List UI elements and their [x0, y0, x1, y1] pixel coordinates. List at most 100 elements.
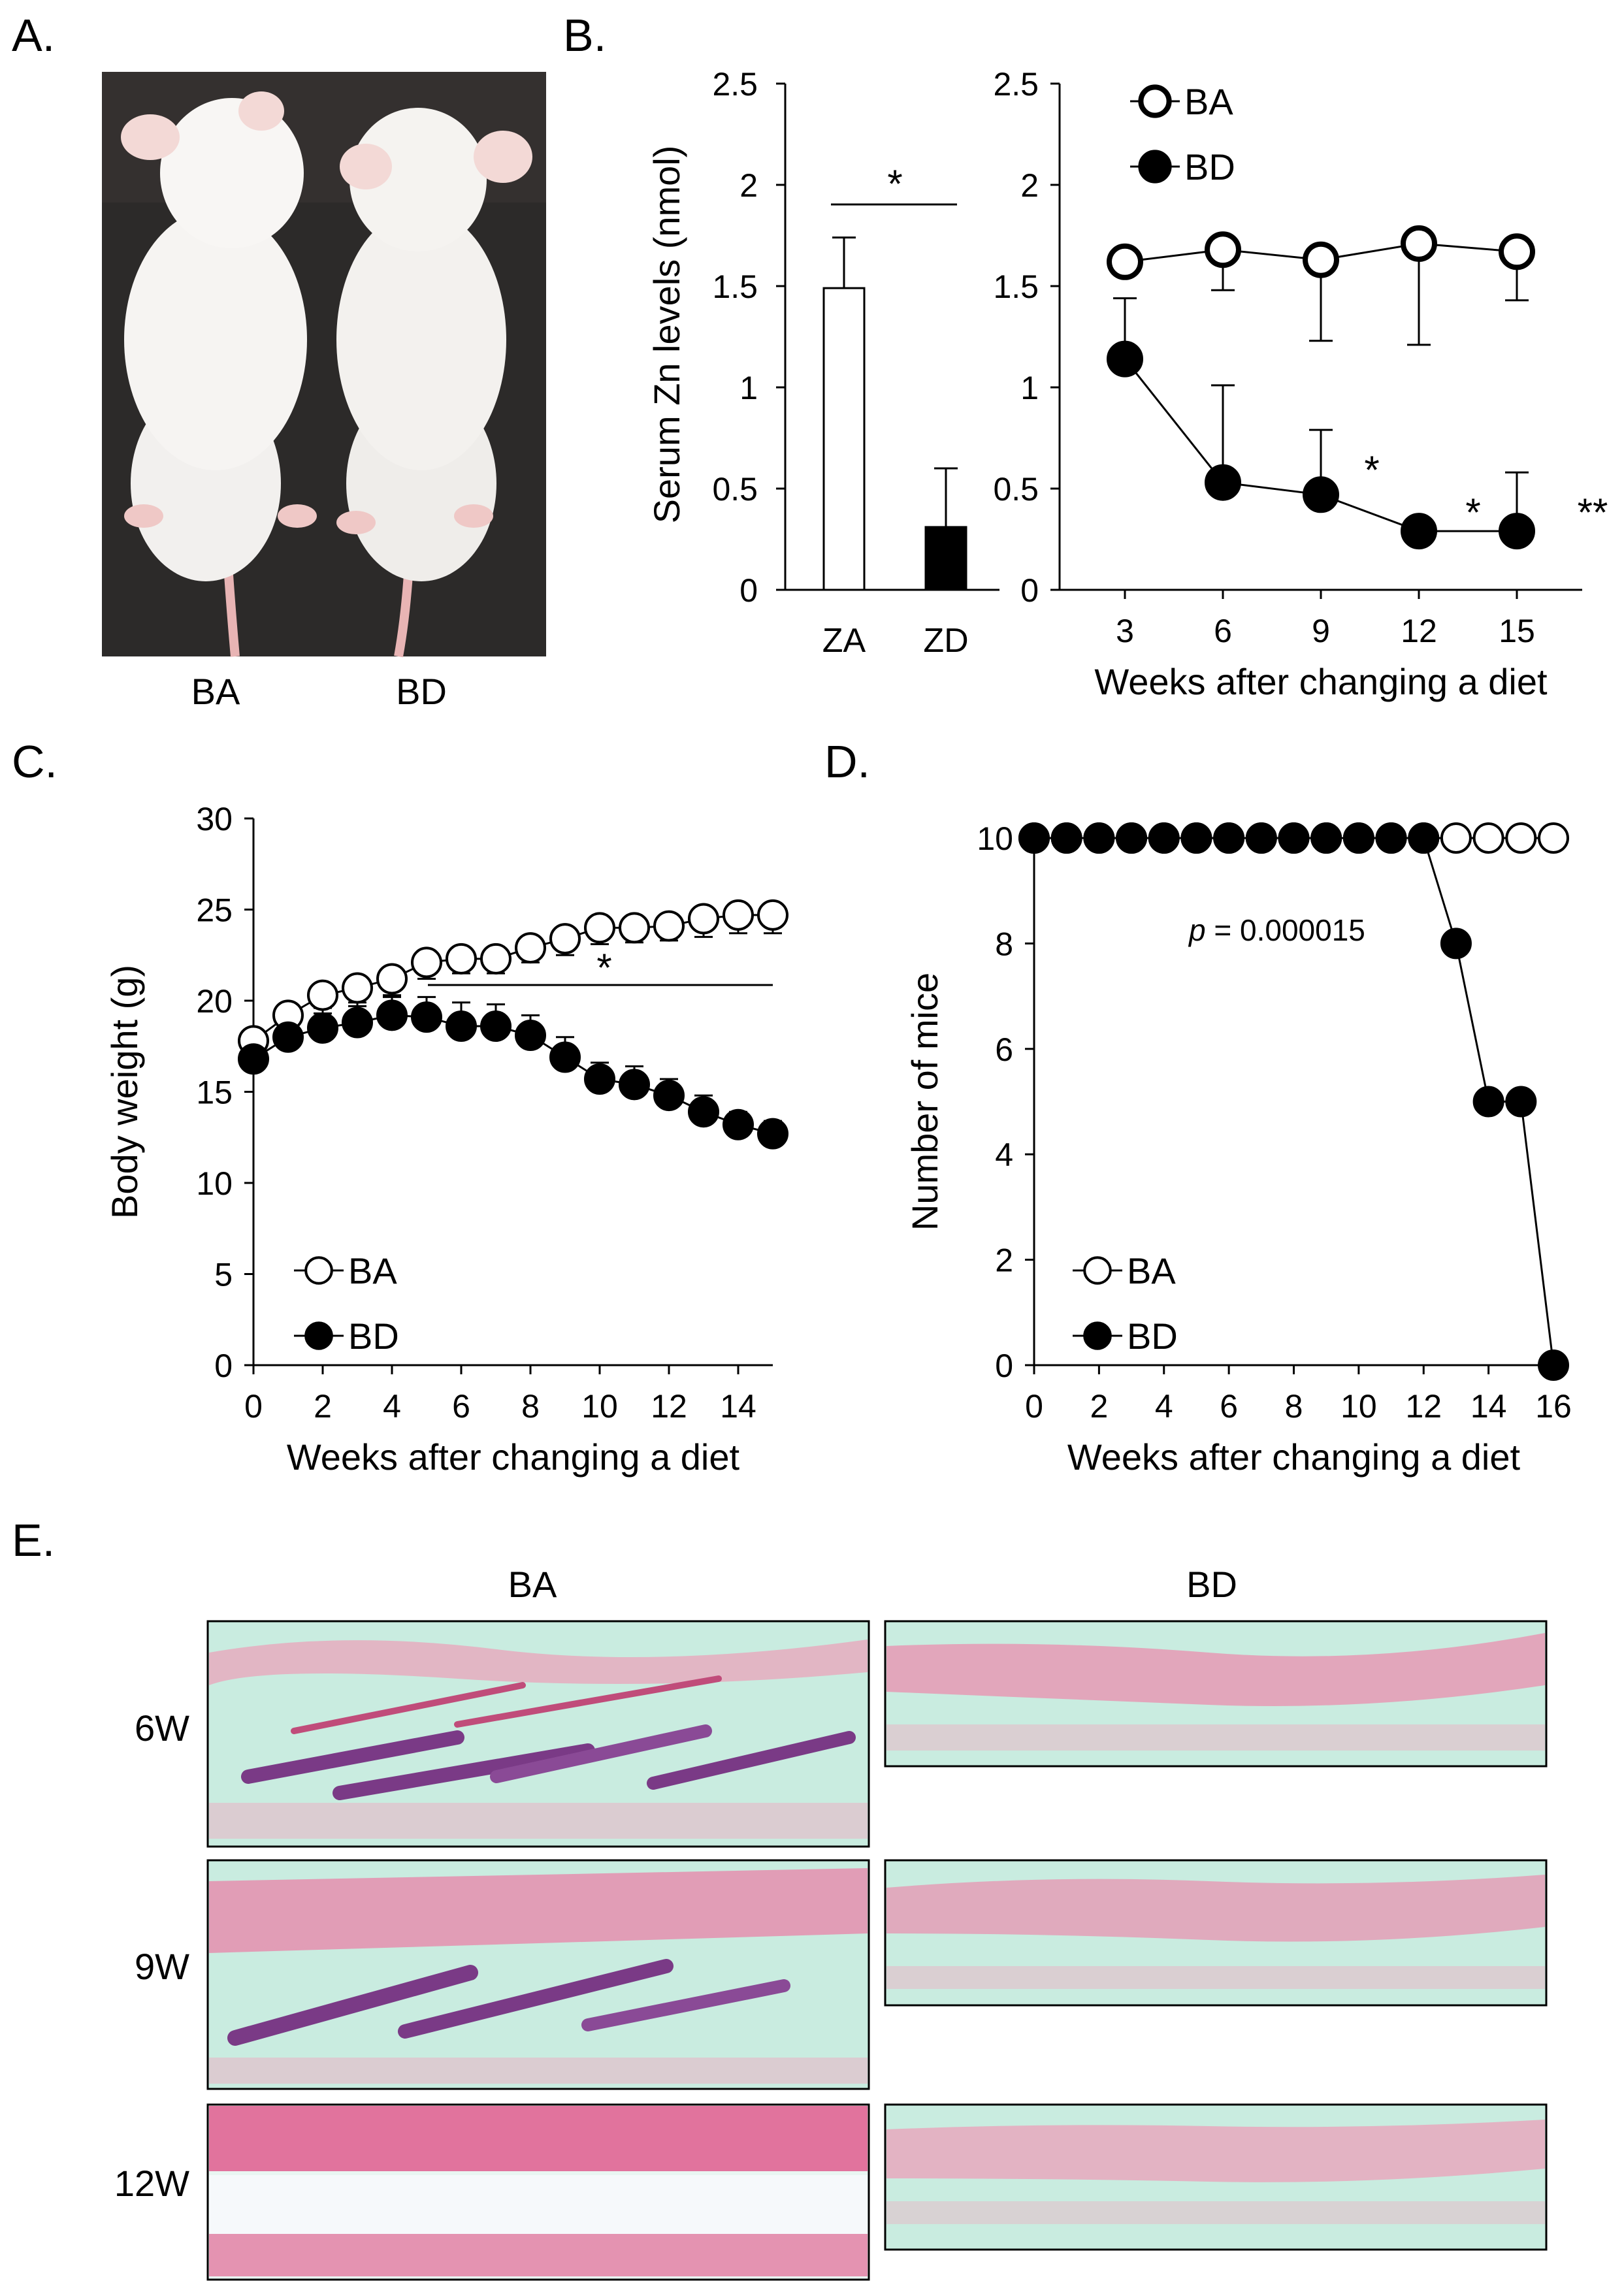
d-point-bd	[1310, 822, 1342, 854]
bline-x-tick-label: 6	[1214, 613, 1232, 649]
bline-point-bd	[1303, 476, 1339, 513]
d-point-ba	[1472, 822, 1504, 854]
histology-ba-6w	[206, 1620, 870, 1848]
panel-a-letter: A.	[12, 10, 55, 61]
d-p-value-text: = 0.000015	[1206, 913, 1365, 947]
bline-x-tick-label: 3	[1116, 613, 1134, 649]
bline-point-bd	[1499, 513, 1535, 550]
bline-point-ba	[1499, 233, 1535, 270]
bline-legend-label-ba: BA	[1184, 81, 1233, 122]
histology-ba-9w	[206, 1859, 870, 2090]
histology-bd-12w	[884, 2103, 1548, 2251]
bline-legend-label-bd: BD	[1184, 146, 1235, 187]
bline-y-tick-label: 1.5	[993, 268, 1039, 305]
c-x-tick-label: 12	[651, 1388, 687, 1425]
histology-row-label-9w: 9W	[135, 1946, 189, 1987]
bbar-y-tick-label: 2.5	[712, 66, 758, 103]
bline-x-tick-label: 12	[1401, 613, 1437, 649]
d-legend-label-bd: BD	[1127, 1316, 1178, 1357]
c-point-bd	[272, 1021, 304, 1053]
histology-col-label-bd: BD	[1186, 1564, 1237, 1605]
c-x-tick-label: 4	[383, 1388, 401, 1425]
chart-b-bar: 0 0.5 1 1.5 2 2.5 ZA ZD * Serum Zn levels (nmol)	[646, 66, 999, 660]
c-significance-star: *	[596, 946, 611, 990]
d-legend-marker-ba	[1083, 1256, 1112, 1285]
c-point-ba	[688, 903, 719, 935]
d-y-tick-label: 2	[995, 1242, 1013, 1279]
d-p-value-annotation: p = 0.000015	[1188, 913, 1365, 947]
d-point-bd	[1116, 822, 1148, 854]
c-legend-marker-ba	[304, 1256, 333, 1285]
mouse-bd-image	[336, 108, 532, 658]
c-series-bd-line	[253, 1014, 773, 1135]
bline-point-ba	[1401, 225, 1437, 262]
d-point-bd	[1375, 822, 1407, 854]
bline-point-ba	[1107, 243, 1143, 280]
c-point-bd	[376, 999, 408, 1031]
chart-b-line: 0 0.5 1 1.5 2 2.5 3 6 9 12 15 Weeks after changing …	[993, 66, 1608, 702]
d-p-value-symbol: p	[1188, 913, 1206, 947]
bline-point-ba	[1303, 241, 1339, 278]
d-point-bd	[1018, 822, 1050, 854]
histology-col-label-ba: BA	[508, 1564, 557, 1605]
c-point-bd	[238, 1043, 269, 1075]
bline-x-tick-label: 15	[1499, 613, 1535, 649]
panel-c-letter: C.	[12, 736, 57, 787]
d-point-bd	[1083, 822, 1115, 854]
bbar-significance-star: *	[887, 162, 902, 206]
c-point-ba	[619, 912, 650, 944]
bline-y-tick-label: 2.5	[993, 66, 1039, 103]
bbar-bar	[822, 287, 866, 591]
d-point-bd	[1050, 822, 1082, 854]
c-x-tick-label: 6	[452, 1388, 470, 1425]
c-point-bd	[411, 1001, 442, 1033]
panel-d-letter: D.	[824, 736, 870, 787]
histology-bd-6w	[884, 1620, 1548, 1768]
d-point-bd	[1213, 822, 1245, 854]
c-x-axis-label: Weeks after changing a diet	[287, 1436, 740, 1478]
c-x-tick-label: 8	[521, 1388, 540, 1425]
c-series-ba-line	[253, 914, 773, 1042]
bbar-y-tick-label: 1.5	[712, 268, 758, 305]
c-point-bd	[446, 1010, 477, 1042]
d-x-tick-label: 12	[1405, 1388, 1442, 1425]
c-point-ba	[342, 972, 373, 1004]
d-x-tick-label: 4	[1155, 1388, 1173, 1425]
d-point-ba	[1440, 822, 1472, 854]
d-x-tick-label: 2	[1090, 1388, 1108, 1425]
c-x-tick-label: 0	[244, 1388, 263, 1425]
bline-significance-star: **	[1578, 491, 1608, 534]
bline-y-tick-label: 2	[1020, 167, 1039, 204]
d-point-bd	[1408, 822, 1440, 854]
c-y-tick-label: 20	[196, 983, 233, 1020]
d-x-tick-label: 0	[1025, 1388, 1043, 1425]
c-point-bd	[515, 1020, 546, 1052]
d-x-tick-label: 14	[1470, 1388, 1507, 1425]
d-point-bd	[1245, 822, 1277, 854]
bline-legend-marker-ba	[1138, 84, 1172, 118]
bbar-y-axis-label: Serum Zn levels (nmol)	[646, 146, 687, 524]
d-y-axis-label: Number of mice	[904, 973, 945, 1231]
c-point-bd	[480, 1010, 512, 1042]
c-point-bd	[549, 1041, 581, 1073]
d-x-tick-label: 8	[1285, 1388, 1303, 1425]
d-y-tick-label: 6	[995, 1031, 1013, 1068]
bline-x-tick-label: 9	[1312, 613, 1330, 649]
d-point-bd	[1505, 1086, 1537, 1118]
bline-point-bd	[1205, 464, 1241, 501]
c-x-tick-label: 14	[720, 1388, 756, 1425]
c-point-bd	[757, 1118, 788, 1150]
c-x-tick-label: 10	[581, 1388, 618, 1425]
c-point-ba	[376, 963, 408, 995]
histology-bd-9w	[884, 1859, 1548, 2007]
c-point-ba	[757, 899, 788, 931]
c-point-ba	[411, 946, 442, 978]
d-x-tick-label: 16	[1535, 1388, 1572, 1425]
d-y-tick-label: 10	[977, 820, 1013, 857]
bbar-y-tick-label: 0	[739, 572, 758, 609]
d-x-tick-label: 6	[1220, 1388, 1238, 1425]
d-point-bd	[1342, 822, 1374, 854]
d-x-axis-label: Weeks after changing a diet	[1067, 1436, 1521, 1478]
d-y-tick-label: 0	[995, 1348, 1013, 1384]
